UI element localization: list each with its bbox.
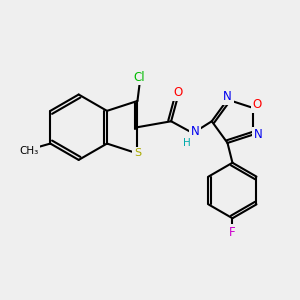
Text: N: N bbox=[223, 90, 232, 103]
Text: H: H bbox=[183, 138, 191, 148]
Text: O: O bbox=[173, 86, 183, 99]
Text: S: S bbox=[134, 148, 141, 158]
Text: CH₃: CH₃ bbox=[19, 146, 38, 157]
Text: F: F bbox=[229, 226, 236, 238]
Text: Cl: Cl bbox=[134, 71, 145, 84]
Text: N: N bbox=[190, 125, 199, 138]
Text: N: N bbox=[254, 128, 262, 141]
Text: O: O bbox=[252, 98, 262, 111]
